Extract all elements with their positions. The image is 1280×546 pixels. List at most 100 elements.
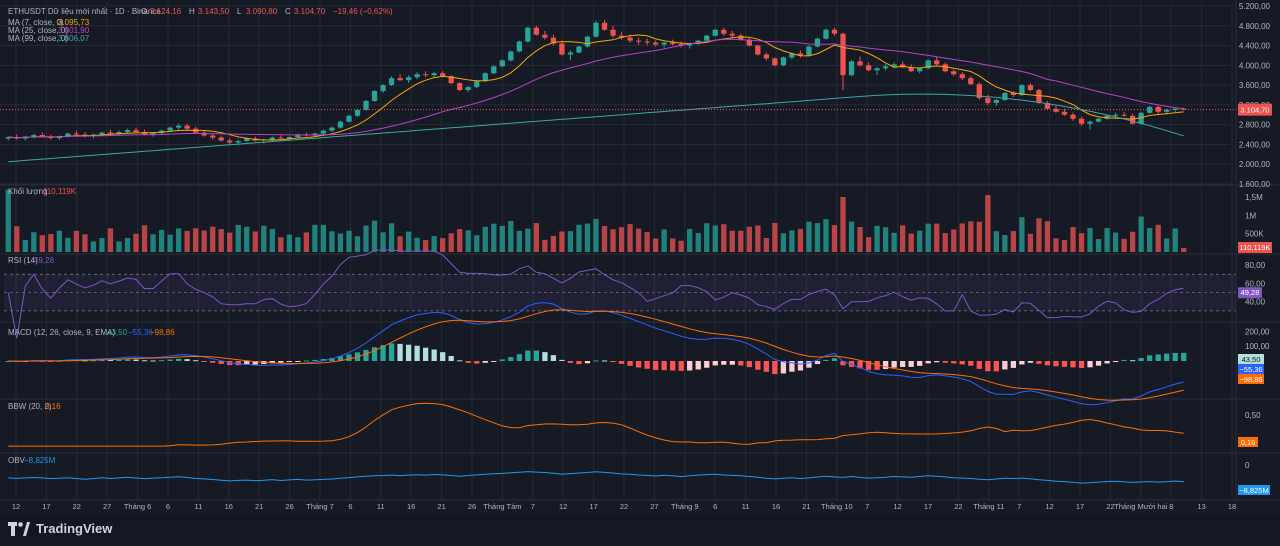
- candle-body[interactable]: [440, 73, 446, 77]
- candle-body[interactable]: [5, 137, 11, 139]
- candle-body[interactable]: [499, 60, 505, 67]
- candle-body[interactable]: [508, 51, 514, 61]
- candle-body[interactable]: [133, 130, 139, 133]
- candle-body[interactable]: [65, 133, 71, 137]
- candle-body[interactable]: [422, 74, 429, 76]
- candle-body[interactable]: [789, 53, 795, 58]
- candle-body[interactable]: [210, 135, 216, 138]
- candle-body[interactable]: [141, 132, 148, 135]
- candle-body[interactable]: [354, 109, 361, 116]
- candle-body[interactable]: [678, 44, 684, 46]
- candle-body[interactable]: [618, 35, 625, 38]
- candle-body[interactable]: [1070, 114, 1076, 119]
- candle-body[interactable]: [286, 137, 292, 139]
- candle-body[interactable]: [670, 42, 676, 45]
- candle-body[interactable]: [985, 97, 991, 103]
- candle-body[interactable]: [959, 74, 965, 79]
- candle-body[interactable]: [482, 73, 488, 82]
- candle-body[interactable]: [908, 67, 914, 72]
- candle-body[interactable]: [533, 27, 540, 35]
- candle-body[interactable]: [823, 29, 829, 39]
- candle-body[interactable]: [1121, 114, 1127, 116]
- candle-body[interactable]: [1061, 111, 1068, 115]
- candle-body[interactable]: [465, 87, 471, 91]
- candle-body[interactable]: [150, 133, 156, 135]
- candle-body[interactable]: [1164, 109, 1170, 112]
- volume-bars[interactable]: [5, 189, 1187, 252]
- candle-body[interactable]: [831, 29, 838, 34]
- candle-body[interactable]: [371, 91, 378, 101]
- candle-body[interactable]: [891, 64, 897, 67]
- candle-body[interactable]: [559, 43, 565, 55]
- candle-body[interactable]: [107, 132, 114, 134]
- candle-body[interactable]: [763, 54, 770, 59]
- candle-body[interactable]: [1087, 121, 1093, 124]
- candle-body[interactable]: [865, 65, 872, 71]
- candle-body[interactable]: [388, 78, 395, 86]
- candle-body[interactable]: [550, 37, 557, 44]
- candle-body[interactable]: [1181, 108, 1187, 110]
- candle-body[interactable]: [942, 64, 948, 72]
- candle-body[interactable]: [857, 61, 863, 66]
- candle-body[interactable]: [1010, 93, 1017, 95]
- candle-body[interactable]: [320, 130, 327, 134]
- candles[interactable]: [5, 19, 1187, 146]
- candle-body[interactable]: [882, 66, 889, 69]
- candle-body[interactable]: [610, 29, 616, 36]
- candle-body[interactable]: [584, 36, 591, 47]
- candle-body[interactable]: [175, 125, 182, 128]
- candle-body[interactable]: [874, 68, 880, 71]
- candle-body[interactable]: [448, 76, 454, 84]
- candle-body[interactable]: [167, 127, 173, 131]
- candle-body[interactable]: [806, 46, 812, 56]
- candle-body[interactable]: [712, 29, 718, 36]
- candle-body[interactable]: [593, 22, 599, 37]
- chart-canvas[interactable]: 12 17 22 27 Tháng 6 6 11 16 21 26 Tháng 7 6 11 16 21 26…: [0, 0, 1280, 514]
- candle-body[interactable]: [1053, 108, 1059, 112]
- candle-body[interactable]: [116, 132, 122, 134]
- candle-body[interactable]: [601, 22, 608, 30]
- candle-body[interactable]: [644, 41, 650, 43]
- candle-body[interactable]: [755, 45, 761, 55]
- candle-body[interactable]: [729, 33, 735, 36]
- candle-body[interactable]: [746, 39, 752, 46]
- candle-body[interactable]: [1104, 115, 1110, 119]
- candle-body[interactable]: [329, 127, 335, 131]
- candle-body[interactable]: [244, 138, 250, 141]
- candle-body[interactable]: [968, 78, 974, 85]
- candle-body[interactable]: [1044, 102, 1051, 109]
- candle-body[interactable]: [1095, 118, 1102, 122]
- candle-body[interactable]: [218, 137, 224, 141]
- candle-body[interactable]: [397, 78, 403, 81]
- candle-body[interactable]: [848, 61, 855, 76]
- candle-body[interactable]: [738, 35, 744, 40]
- candle-body[interactable]: [201, 132, 207, 136]
- candle-body[interactable]: [457, 83, 463, 91]
- candle-body[interactable]: [576, 46, 582, 53]
- candle-body[interactable]: [542, 34, 548, 38]
- candle-body[interactable]: [525, 27, 531, 42]
- candle-body[interactable]: [227, 140, 233, 143]
- candle-body[interactable]: [951, 71, 957, 75]
- candle-body[interactable]: [840, 33, 846, 76]
- candle-body[interactable]: [721, 29, 727, 34]
- candle-body[interactable]: [1172, 108, 1178, 110]
- candle-body[interactable]: [235, 140, 241, 143]
- tradingview-logo[interactable]: TradingView: [8, 521, 112, 536]
- candle-body[interactable]: [380, 85, 386, 92]
- candle-body[interactable]: [934, 60, 940, 65]
- candle-body[interactable]: [661, 42, 667, 45]
- candle-body[interactable]: [652, 42, 659, 45]
- candle-body[interactable]: [1129, 115, 1136, 124]
- candle-body[interactable]: [1027, 85, 1034, 91]
- candle-body[interactable]: [814, 38, 821, 47]
- candle-body[interactable]: [39, 135, 45, 137]
- candle-body[interactable]: [1138, 112, 1144, 124]
- candle-body[interactable]: [82, 134, 88, 136]
- candle-body[interactable]: [925, 60, 931, 69]
- candle-body[interactable]: [567, 52, 574, 55]
- candle-body[interactable]: [414, 74, 420, 78]
- candle-body[interactable]: [31, 135, 37, 137]
- candle-body[interactable]: [976, 84, 982, 98]
